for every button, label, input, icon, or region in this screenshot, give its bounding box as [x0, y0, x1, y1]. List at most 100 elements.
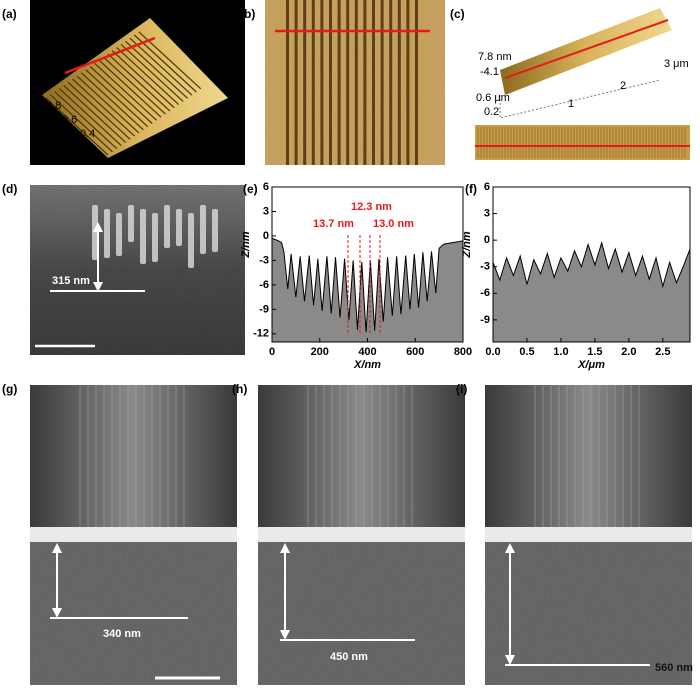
afm-2d-ridges: [286, 0, 418, 165]
y-tick-label: -6: [259, 279, 269, 291]
afm-3d-strip: [500, 8, 672, 95]
panel-label: (c): [450, 7, 465, 21]
y-tick-label: -3: [480, 261, 490, 273]
panel-label: (a): [2, 7, 17, 21]
y-tick-label: 0: [484, 234, 490, 246]
x-axis-label: X/nm: [353, 359, 381, 371]
x-tick-label: 1.5: [587, 346, 602, 358]
y-tick-label: -9: [259, 303, 269, 315]
ridge: [58, 88, 122, 146]
arrow-head: [93, 222, 103, 232]
axis-label: 0.8: [196, 114, 211, 126]
y-tick-label: -9: [480, 314, 490, 326]
ridge: [50, 94, 113, 153]
axis-box: [499, 79, 661, 119]
axis-label: 1.0: [32, 78, 47, 90]
axis-label: 0.2: [136, 150, 151, 162]
ridge: [380, 0, 384, 165]
y-tick-label: 6: [484, 181, 490, 193]
axis-label: -4.1: [480, 66, 499, 78]
ridge: [406, 0, 410, 165]
x-tick-label: 0.0: [485, 346, 500, 358]
ridge: [286, 0, 289, 165]
axis-label: 0.6: [176, 125, 191, 137]
y-tick-label: 6: [263, 181, 269, 193]
x-tick-label: 1.0: [553, 346, 568, 358]
arrow-head: [52, 543, 62, 553]
sem-noise: [485, 542, 692, 685]
x-tick-label: 800: [454, 346, 472, 358]
ridge: [116, 47, 180, 106]
annotation: 12.3 nm: [351, 201, 392, 213]
profile-line: [504, 19, 669, 79]
ridge: [363, 0, 367, 165]
sem-noise: [258, 542, 465, 685]
sem-edge: [30, 527, 237, 542]
axis-label: 0.2: [484, 106, 499, 118]
panel-label: (b): [240, 7, 255, 21]
panel-label: (g): [2, 382, 17, 396]
x-tick-label: 400: [358, 346, 376, 358]
ridge: [125, 40, 188, 99]
ridge: [72, 78, 135, 137]
panel-label: (i): [456, 382, 467, 396]
y-tick-label: -12: [253, 328, 269, 340]
axis-label: 1.0 μm: [196, 121, 230, 133]
ridge: [54, 91, 118, 150]
ridge: [389, 0, 393, 165]
axis-label: 1: [568, 98, 574, 110]
scale-label: 315 nm: [52, 275, 90, 287]
y-tick-label: -6: [480, 287, 490, 299]
arrow-head: [280, 630, 290, 640]
ridge: [337, 0, 341, 165]
panel-label: (d): [2, 182, 17, 196]
ridge: [372, 0, 375, 165]
ridge: [320, 0, 324, 165]
axis-label: 0.6 μm: [476, 92, 510, 104]
sem-top: [485, 385, 692, 527]
x-tick-label: 600: [406, 346, 424, 358]
y-tick-label: 0: [263, 230, 269, 242]
ridge: [94, 62, 158, 121]
scale-label: 340 nm: [103, 628, 141, 640]
profile-line: [492, 240, 691, 289]
profile-line: [64, 36, 156, 75]
profile-line: [271, 237, 464, 333]
sem-edge: [485, 527, 692, 542]
x-tick-label: 0: [269, 346, 275, 358]
y-tick-label: 3: [263, 205, 269, 217]
ridge: [129, 37, 193, 96]
ridge: [303, 0, 307, 165]
plot-frame: [492, 186, 691, 343]
sem-noise: [30, 542, 237, 685]
profile-area: [272, 238, 463, 342]
ridge: [80, 72, 144, 131]
ridge: [354, 0, 358, 165]
x-tick-label: 0.5: [519, 346, 534, 358]
afm-2d-ridges: [477, 127, 686, 158]
arrow-head: [505, 655, 515, 665]
axis-label: 3 μm: [664, 58, 689, 70]
annotation: 13.7 nm: [313, 218, 354, 230]
annotation: 13.0 nm: [373, 218, 414, 230]
afm-3d-ridges: [45, 31, 202, 156]
x-axis-label: X/μm: [577, 359, 605, 371]
y-tick-label: -3: [259, 254, 269, 266]
x-tick-label: 200: [311, 346, 329, 358]
ridge: [45, 97, 109, 156]
ridge: [111, 50, 175, 109]
axis-label: 0.8: [46, 100, 61, 112]
arrow-head: [505, 543, 515, 553]
sem-top: [30, 385, 237, 527]
ridge: [63, 84, 127, 143]
ridge: [415, 0, 418, 165]
arrow-head: [93, 282, 103, 292]
panel-label: (f): [465, 182, 477, 196]
ridge: [133, 34, 197, 93]
axis-label: 0.4: [156, 137, 171, 149]
ridge: [67, 81, 131, 140]
y-tick-label: 3: [484, 207, 490, 219]
x-tick-label: 2.0: [621, 346, 636, 358]
ridge: [89, 66, 153, 124]
